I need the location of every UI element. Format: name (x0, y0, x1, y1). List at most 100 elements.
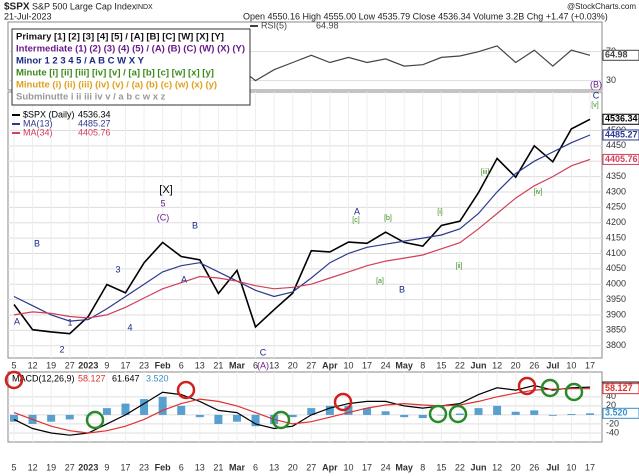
y-tick-label: 4250 (606, 202, 626, 212)
x-tick-label: 27 (306, 360, 316, 370)
x-tick-label: 20 (288, 462, 298, 472)
x-tick-label: 21 (213, 360, 223, 370)
histogram-bar (251, 414, 260, 427)
histogram-bar (140, 399, 149, 415)
x-tick-label: 26 (529, 360, 539, 370)
histogram-bar (363, 408, 372, 415)
y-tick-label: 4100 (606, 248, 626, 258)
y-tick-label: 20 (606, 400, 616, 410)
x-tick-label: Mar (229, 360, 246, 370)
x-tick-label: 10 (343, 360, 353, 370)
series-line (13, 118, 591, 335)
signal-circle (333, 392, 353, 412)
value-tag-label: 4536.34 (605, 114, 638, 124)
panel-legend-value: 61.647 (112, 373, 140, 383)
series-line (13, 388, 590, 434)
signal-circle (517, 376, 537, 396)
legend-box (11, 28, 251, 106)
x-tick-label: 10 (343, 462, 353, 472)
y-tick-label: 3850 (606, 325, 626, 335)
wave-label: B (192, 220, 198, 230)
x-tick-label: 13 (195, 360, 205, 370)
x-tick-label: 6 (179, 360, 184, 370)
x-tick-label: 10 (566, 360, 576, 370)
histogram-bar (548, 414, 557, 416)
histogram-bar (530, 410, 539, 415)
x-tick-label: 6 (253, 462, 258, 472)
histogram-bar (177, 405, 186, 415)
histogram-bar (567, 414, 576, 415)
wave-label: 2 (59, 344, 64, 354)
wave-label: 5 (160, 198, 165, 208)
legend-name: MA(34) (23, 127, 53, 137)
x-tick-label: 12 (28, 462, 38, 472)
y-tick-label: 4300 (606, 186, 626, 196)
y-tick-label: 4350 (606, 171, 626, 181)
x-tick-label: May (395, 462, 413, 472)
histogram-bar (474, 408, 483, 415)
series-line (13, 158, 591, 319)
y-tick-label: -40 (606, 427, 619, 437)
y-tick-label: -20 (606, 418, 619, 428)
histogram-bar (418, 414, 427, 419)
wave-labels: [X] 5 (C) B A 1 2 3 4 A B C (A) A B [a] … (14, 79, 602, 370)
value-tag-label: 4485.27 (605, 129, 638, 139)
x-tick-label: 24 (381, 462, 391, 472)
x-tick-label: 15 (436, 462, 446, 472)
value-tag-label: 3.520 (605, 408, 628, 418)
x-tick-label: 27 (65, 462, 75, 472)
x-tick-label: May (395, 360, 413, 370)
x-tick-label: Jul (546, 462, 559, 472)
histogram-bar (65, 414, 74, 420)
wave-label: [b] (384, 215, 392, 222)
x-tick-label: 17 (585, 360, 595, 370)
wave-label: [ii] (456, 263, 463, 270)
wave-label: 1 (67, 317, 72, 327)
x-tick-label: 6 (253, 360, 258, 370)
signal-circle (540, 378, 560, 398)
exchange: INDX (136, 4, 153, 11)
x-tick-label: 17 (120, 360, 130, 370)
wave-label: 4 (127, 322, 132, 332)
y-tick-label: 30 (606, 75, 616, 85)
wave-label: [c] (352, 217, 359, 224)
histogram-bar (325, 405, 334, 415)
wave-label: (A) (257, 360, 269, 370)
legend-line: Intermediate (1) (2) (3) (4) (5) / (A) (… (16, 44, 245, 55)
legend-value: 4405.76 (78, 127, 111, 137)
wave-label: 3 (115, 264, 120, 274)
legend-name: RSI(5) (261, 20, 287, 30)
x-tick-label: 23 (139, 462, 149, 472)
x-tick-label: 13 (269, 360, 279, 370)
legend-name: $SPX (Daily) (23, 109, 75, 119)
y-tick-label: 4450 (606, 140, 626, 150)
x-tick-label: 13 (269, 462, 279, 472)
histogram-bar (121, 403, 130, 415)
histogram-bar (586, 413, 594, 415)
wave-label: [X] (159, 184, 172, 196)
value-tag (602, 153, 639, 165)
value-tag-label: 58.127 (605, 383, 633, 393)
value-tag (602, 113, 639, 125)
x-tick-label: 12 (492, 360, 502, 370)
quote: Open 4550.16 High 4555.00 Low 4535.79 Cl… (243, 11, 608, 21)
x-tick-label: 26 (529, 462, 539, 472)
wave-label: A (354, 206, 360, 216)
legend-value: 64.98 (316, 20, 339, 30)
signal-circle (448, 404, 468, 424)
x-tick-label: 21 (213, 462, 223, 472)
histogram-bar (10, 414, 18, 422)
x-tick-label: 27 (65, 360, 75, 370)
x-tick-label: 2023 (78, 360, 98, 370)
histogram-bar (455, 413, 464, 415)
histogram-bar (195, 414, 204, 418)
value-tag-label: 64.98 (605, 50, 628, 60)
x-tick-label: 17 (120, 462, 130, 472)
value-tag (602, 49, 639, 61)
wave-label: [v] (591, 102, 598, 109)
x-tick-label: 19 (46, 360, 56, 370)
histogram-bar (288, 414, 297, 418)
histogram-bar (232, 414, 241, 422)
x-tick-label: 20 (511, 462, 521, 472)
